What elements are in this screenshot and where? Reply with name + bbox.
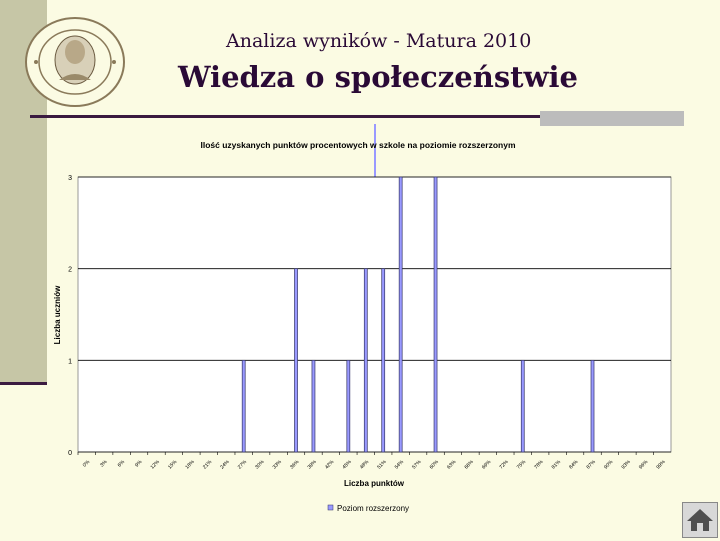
x-axis: 0% 3% 6% 9% 12% 15% 18% 21% 24% 27% 30% 33% 36% 39% 42… [77, 451, 671, 471]
x-tick-label: 42% [324, 459, 336, 471]
x-tick-label: 99% [655, 459, 667, 471]
y-axis: 0 1 2 3 [68, 175, 72, 457]
bar [433, 176, 438, 453]
chart-title: Ilość uzyskanych punktów procentowych w … [200, 140, 515, 150]
home-icon [687, 509, 713, 531]
slide-subtitle: Wiedza o społeczeństwie [178, 60, 578, 94]
divider-tick [374, 124, 376, 180]
title-divider [30, 115, 684, 118]
x-tick-label: 18% [184, 459, 196, 471]
x-tick-label: 45% [341, 459, 353, 471]
x-tick-label: 48% [359, 459, 371, 471]
legend-swatch [327, 504, 334, 511]
x-tick-label: 69% [481, 459, 493, 471]
x-tick-label: 27% [237, 459, 249, 471]
bars [241, 176, 595, 453]
x-tick-label: 84% [568, 459, 580, 471]
x-axis-label: Liczba punktów [344, 479, 405, 488]
x-tick-label: 57% [411, 459, 423, 471]
x-tick-label: 24% [219, 459, 231, 471]
x-tick-label: 75% [516, 459, 528, 471]
y-tick-label: 0 [68, 450, 72, 457]
slide-title: Analiza wyników - Matura 2010 [226, 30, 532, 52]
x-tick-label: 15% [167, 459, 179, 471]
x-tick-label: 21% [202, 459, 214, 471]
x-tick-label: 72% [498, 459, 510, 471]
bar [311, 359, 316, 453]
x-tick-label: 0% [82, 459, 92, 469]
y-tick-label: 1 [68, 358, 72, 365]
x-tick-label: 39% [307, 459, 319, 471]
left-bar-underline [0, 382, 47, 385]
x-tick-label: 81% [551, 459, 563, 471]
x-tick-label: 96% [638, 459, 650, 471]
x-tick-label: 63% [446, 459, 458, 471]
x-tick-label: 66% [464, 459, 476, 471]
x-tick-label: 60% [429, 459, 441, 471]
x-tick-label: 30% [254, 459, 266, 471]
x-tick-label: 87% [586, 459, 598, 471]
bar [346, 359, 351, 453]
title-divider-accent [540, 111, 684, 126]
x-tick-label: 93% [620, 459, 632, 471]
y-axis-label: Liczba uczniów [53, 285, 62, 344]
x-tick-label: 51% [376, 459, 388, 471]
x-tick-label: 6% [117, 459, 127, 469]
x-tick-label: 54% [394, 459, 406, 471]
x-tick-label: 3% [99, 459, 109, 469]
x-tick-label: 78% [533, 459, 545, 471]
bar [590, 359, 595, 453]
bar [241, 359, 246, 453]
bar [294, 268, 298, 453]
plot-area [77, 176, 672, 453]
x-tick-label: 9% [134, 459, 144, 469]
home-button[interactable] [682, 502, 718, 538]
plot-background [77, 176, 672, 453]
y-tick-label: 2 [68, 267, 72, 274]
bar [520, 359, 525, 453]
x-tick-label: 33% [272, 459, 284, 471]
bar-chart: Ilość uzyskanych punktów procentowych w … [53, 140, 672, 513]
school-seal-logo [25, 17, 125, 107]
legend-label: Poziom rozszerzony [337, 504, 409, 513]
y-tick-label: 3 [68, 175, 72, 182]
x-tick-label: 36% [289, 459, 301, 471]
legend: Poziom rozszerzony [327, 504, 409, 513]
bar [398, 176, 403, 453]
x-tick-label: 12% [150, 459, 162, 471]
bar [363, 268, 368, 453]
bar [381, 268, 386, 453]
x-tick-label: 90% [603, 459, 615, 471]
